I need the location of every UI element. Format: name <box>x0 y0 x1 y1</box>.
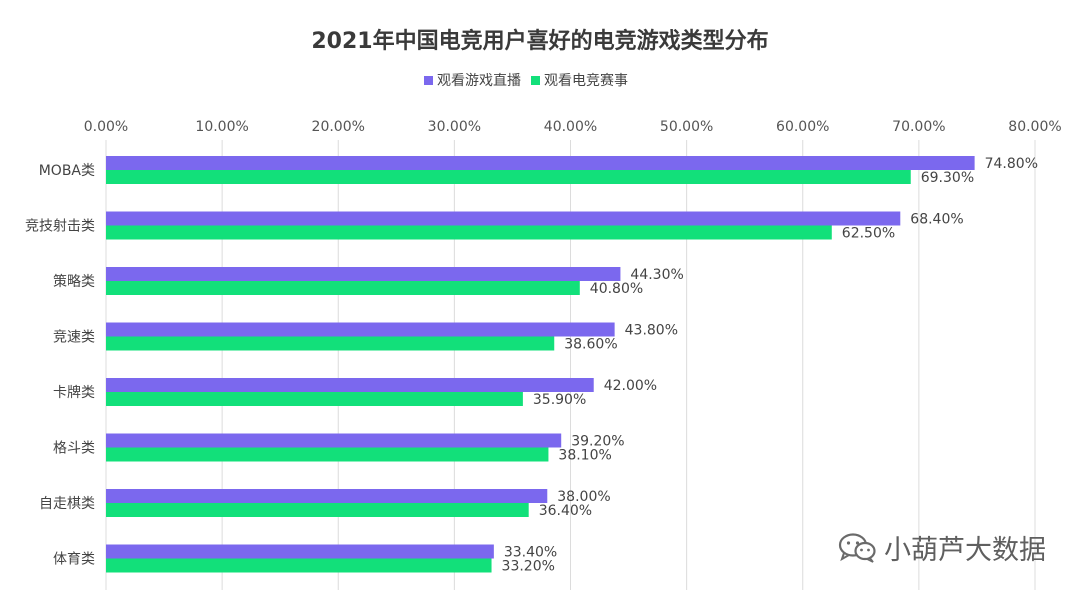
bar-live-stream <box>106 544 494 559</box>
tick-label: 20.00% <box>312 119 365 135</box>
watermark-text: 小葫芦大数据 <box>884 535 1046 566</box>
bars <box>106 156 975 573</box>
bar-esports-event <box>106 170 911 184</box>
data-label: 38.60% <box>564 337 617 353</box>
data-label: 38.10% <box>558 448 611 464</box>
legend-swatch-1 <box>424 76 433 85</box>
x-axis-tick-labels: 0.00% 10.00% 20.00% 30.00% 40.00% 50.00% 60.00… <box>84 119 1062 135</box>
data-label: 69.30% <box>921 170 974 186</box>
data-label: 43.80% <box>625 323 678 339</box>
data-label: 33.40% <box>504 545 557 561</box>
bar-esports-event <box>106 392 523 406</box>
tick-label: 0.00% <box>84 119 128 135</box>
bar-esports-event <box>106 503 529 517</box>
category-label: 策略类 <box>53 273 95 290</box>
bar-live-stream <box>106 267 621 281</box>
bar-esports-event <box>106 447 549 462</box>
wechat-icon <box>838 532 876 563</box>
bar-live-stream <box>106 156 975 170</box>
category-label: 卡牌类 <box>53 384 95 401</box>
bar-live-stream <box>106 378 594 392</box>
category-label: 竞技射击类 <box>25 218 95 235</box>
watermark: 小葫芦大数据 <box>838 528 1046 567</box>
data-label: 62.50% <box>842 226 895 242</box>
tick-label: 70.00% <box>892 119 945 135</box>
bar-live-stream <box>106 211 901 226</box>
tick-label: 80.00% <box>1008 119 1061 135</box>
data-label: 74.80% <box>985 156 1038 172</box>
data-label: 68.40% <box>910 212 963 228</box>
tick-label: 10.00% <box>195 119 248 135</box>
data-label: 39.20% <box>571 434 624 450</box>
data-labels: 74.80% 69.30% 68.40% 62.50% 44.30%40.80% 43.8… <box>502 156 1038 575</box>
tick-label: 30.00% <box>428 119 481 135</box>
data-label: 35.90% <box>533 392 586 408</box>
bar-esports-event <box>106 336 555 351</box>
legend-swatch-2 <box>531 76 540 85</box>
bar-esports-event <box>106 558 492 573</box>
legend: 观看游戏直播 观看电竞赛事 <box>424 72 628 89</box>
bar-esports-event <box>106 281 580 295</box>
legend-label-1: 观看游戏直播 <box>437 72 521 89</box>
tick-label: 60.00% <box>776 119 829 135</box>
bar-live-stream <box>106 433 562 448</box>
category-label: MOBA类 <box>39 163 95 179</box>
category-label: 体育类 <box>53 552 95 568</box>
bar-live-stream <box>106 489 548 503</box>
tick-label: 50.00% <box>660 119 713 135</box>
data-label: 38.00% <box>557 489 610 505</box>
category-label: 自走棋类 <box>39 496 95 512</box>
category-label: 格斗类 <box>53 441 95 457</box>
data-label: 44.30% <box>630 267 683 283</box>
gridlines <box>105 140 1036 590</box>
chart-title: 2021年中国电竞用户喜好的电竞游戏类型分布 <box>311 28 768 54</box>
legend-label-2: 观看电竞赛事 <box>544 72 628 89</box>
bar-esports-event <box>106 225 832 240</box>
data-label: 33.20% <box>502 559 555 575</box>
data-label: 36.40% <box>539 503 592 519</box>
bar-live-stream <box>106 322 615 337</box>
data-label: 42.00% <box>604 378 657 394</box>
data-label: 40.80% <box>590 281 643 297</box>
category-label: 竞速类 <box>53 329 95 346</box>
tick-label: 40.00% <box>544 119 597 135</box>
